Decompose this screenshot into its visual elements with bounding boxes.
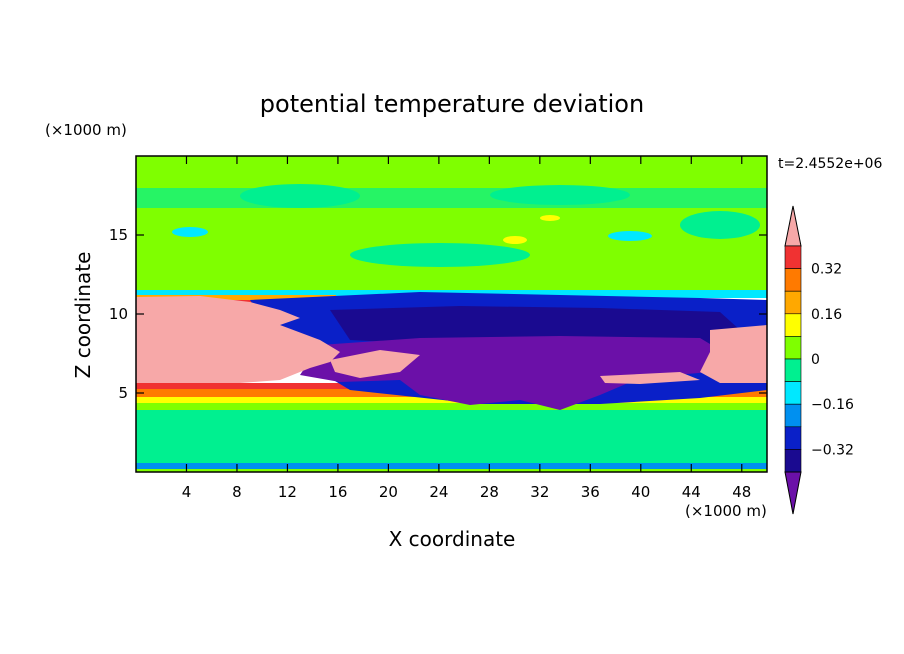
y-axis-label: Z coordinate (71, 252, 95, 379)
x-tick-label: 20 (379, 483, 398, 501)
cyan-patch (172, 227, 208, 237)
y-tick-label: 5 (118, 384, 128, 402)
x-tick-label: 4 (182, 483, 192, 501)
pink-tongue (330, 350, 420, 378)
green-patch (350, 243, 530, 267)
band-orange-top (136, 295, 336, 301)
x-tick-label: 36 (581, 483, 600, 501)
yellow-patch (540, 215, 560, 221)
y-unit-label: (×1000 m) (45, 121, 127, 139)
x-tick-label: 8 (232, 483, 242, 501)
colorbar: 0.32 0.16 0 −0.16 −0.32 (784, 205, 854, 515)
colorbar-label: 0.32 (811, 262, 842, 278)
colorbar-cap-low (784, 471, 802, 515)
colorbar-swatch (784, 381, 802, 405)
colorbar-swatch (784, 358, 802, 382)
colorbar-label: −0.32 (811, 442, 854, 458)
time-label: t=2.4552e+06 (778, 156, 882, 172)
colorbar-swatch (784, 449, 802, 473)
x-axis-label: X coordinate (389, 527, 516, 551)
x-tick-label: 44 (682, 483, 701, 501)
y-tick-label: 15 (109, 226, 128, 244)
yellow-patch (503, 236, 527, 244)
colorbar-label: −0.16 (811, 397, 854, 413)
colorbar-swatch (784, 403, 802, 428)
green-patch (680, 211, 760, 239)
colorbar-swatch (784, 268, 802, 292)
x-tick-label: 40 (631, 483, 650, 501)
band-bottom-green (136, 469, 767, 472)
pink-tongue-right (600, 372, 700, 384)
chart-title: potential temperature deviation (260, 90, 644, 118)
cyan-patch (608, 231, 652, 241)
x-tick-label: 12 (278, 483, 297, 501)
band-green-low (136, 403, 767, 410)
band-mid-green (136, 188, 767, 208)
x-tick-label: 32 (530, 483, 549, 501)
colorbar-swatch (784, 290, 802, 315)
contour-field (136, 156, 767, 472)
colorbar-label: 0.16 (811, 307, 842, 323)
x-ticks: 4 8 12 16 20 24 28 32 36 40 44 48 (182, 156, 751, 501)
colorbar-swatch (784, 313, 802, 337)
x-tick-label: 24 (429, 483, 448, 501)
x-tick-label: 48 (732, 483, 751, 501)
band-bottom-blue (136, 463, 767, 469)
colorbar-swatch (784, 336, 802, 360)
x-unit-label: (×1000 m) (685, 502, 767, 520)
bg-upper (136, 156, 767, 296)
x-tick-label: 28 (480, 483, 499, 501)
colorbar-swatch (784, 426, 802, 450)
green-patch (240, 184, 360, 208)
pink-left (136, 296, 340, 383)
y-ticks: 5 10 15 (109, 226, 767, 402)
y-tick-label: 10 (109, 305, 128, 323)
colorbar-swatch (784, 245, 802, 269)
colorbar-label: 0 (811, 352, 820, 368)
green-patch (490, 185, 630, 205)
x-tick-label: 16 (328, 483, 347, 501)
colorbar-cap-high (784, 205, 802, 247)
band-lower-green (136, 405, 767, 472)
pink-right (700, 325, 767, 383)
